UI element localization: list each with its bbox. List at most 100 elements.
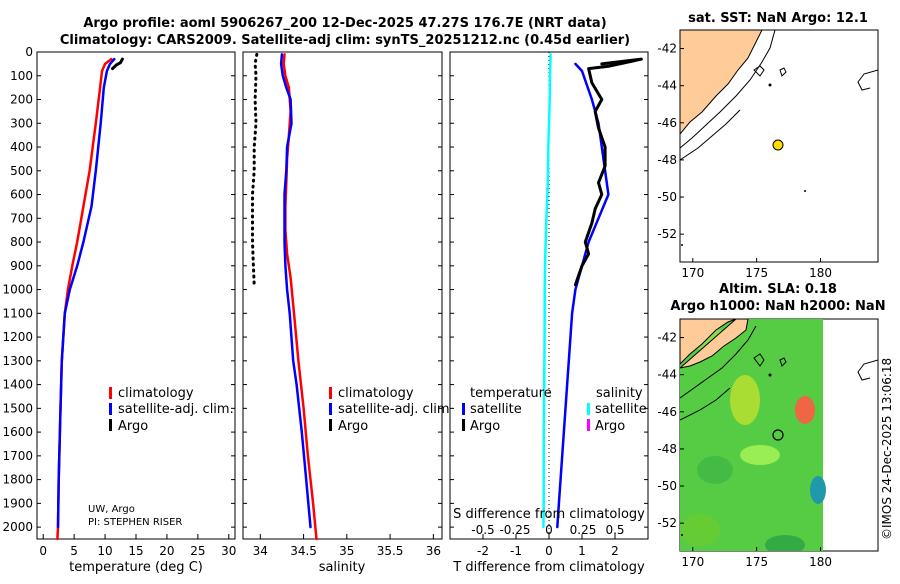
series-argo <box>251 52 259 287</box>
series-temperature-satellite <box>556 62 610 529</box>
depth-tick-label: 1700 <box>2 449 33 463</box>
legend-temperature-title: temperature <box>470 386 552 401</box>
x-tick-label: 5 <box>70 544 78 558</box>
legend-swatch-satellite-adj <box>109 403 112 415</box>
sla-island-1 <box>753 353 765 367</box>
main-title-line1: Argo profile: aoml 5906267_200 12-Dec-20… <box>83 16 606 31</box>
x-tick-label: 34 <box>253 544 268 558</box>
difference-legend: temperature satellite Argo salinity sate… <box>462 386 647 434</box>
sal-legend-satellite-adj: satellite-adj. clim. <box>338 402 454 417</box>
sst-dot-2 <box>804 190 806 192</box>
map-lat-label: -50 <box>657 479 677 493</box>
x-tick-label: 1 <box>578 544 586 558</box>
x-tick-label: 35 <box>339 544 354 558</box>
series-satellite-adj-clim- <box>56 57 116 529</box>
legend-swatch-sal-satellite <box>587 403 590 415</box>
depth-tick-label: 1600 <box>2 425 33 439</box>
sal-legend-argo: Argo <box>338 419 368 434</box>
sst-contour-1 <box>680 30 776 149</box>
legend-swatch-climatology <box>109 387 112 399</box>
sla-land-new-zealand <box>680 319 737 365</box>
sal-diff-tick-label: 0.5 <box>605 523 624 537</box>
sst-coast-east <box>857 69 878 91</box>
temperature-lines <box>56 57 124 541</box>
sla-map-title-line1: Altim. SLA: 0.18 <box>719 282 837 297</box>
depth-tick-label: 1300 <box>2 354 33 368</box>
series-temperature-argo <box>573 57 643 287</box>
depth-tick-label: 800 <box>10 235 33 249</box>
depth-tick-label: 1400 <box>2 378 33 392</box>
series-salinity-satellite <box>542 53 552 529</box>
depth-tick-label: 300 <box>10 116 33 130</box>
sst-dot-3 <box>681 244 683 246</box>
temperature-legend: climatology satellite-adj. clim. Argo <box>109 386 234 434</box>
salinity-panel: 34 34.5 35 35.5 36 salinity climatology sate… <box>242 51 454 575</box>
main-title-line2: Climatology: CARS2009. Satellite-adj cli… <box>60 33 630 48</box>
salinity-axis: 34 34.5 35 35.5 36 <box>243 51 442 558</box>
sal-legend-climatology: climatology <box>338 386 414 401</box>
map-lat-label: -48 <box>657 153 677 167</box>
x-tick-label: 30 <box>221 544 236 558</box>
sla-coast-east <box>857 359 878 381</box>
sst-argo-location-marker <box>772 139 784 151</box>
map-lon-label: 180 <box>809 555 832 569</box>
legend-swatch-temp-argo <box>462 419 465 431</box>
depth-tick-label: 2000 <box>2 520 33 534</box>
x-tick-label: 36 <box>426 544 441 558</box>
map-lat-label: -50 <box>657 190 677 204</box>
x-tick-label: 10 <box>97 544 112 558</box>
depth-tick-label: 700 <box>10 211 33 225</box>
series-argo <box>111 57 124 71</box>
difference-lines <box>542 52 643 539</box>
sla-blob-7 <box>765 535 805 551</box>
legend-swatch-sal-argo <box>587 419 590 431</box>
sla-map-title-line2: Argo h1000: NaN h2000: NaN <box>670 299 885 314</box>
imos-stamp: ©IMOS 24-Dec-2025 13:06:18 <box>880 358 894 540</box>
depth-tick-label: 100 <box>10 69 33 83</box>
x-tick-label: -2 <box>477 544 489 558</box>
map-lat-label: -46 <box>657 116 677 130</box>
map-lon-label: 175 <box>745 266 768 280</box>
difference-axis: -2 -1 0 1 2 <box>450 51 648 558</box>
map-lon-label: 180 <box>809 266 832 280</box>
sal-legend-swatch-satellite-adj <box>329 403 332 415</box>
sla-blob-4 <box>740 445 780 465</box>
series-satellite-adj-clim- <box>279 53 312 529</box>
x-tick-label: 20 <box>159 544 174 558</box>
sla-land-east-coast <box>680 319 749 369</box>
sal-diff-tick-label: 0 <box>545 523 553 537</box>
map-lat-label: -44 <box>657 368 677 382</box>
x-tick-label: 0 <box>39 544 47 558</box>
legend-swatch-argo <box>109 419 112 431</box>
legend-climatology: climatology <box>118 386 194 401</box>
legend-salinity-title: salinity <box>596 386 643 401</box>
map-lat-label: -52 <box>657 516 677 530</box>
sst-dot-1 <box>768 83 772 87</box>
legend-argo: Argo <box>118 419 148 434</box>
temperature-panel: 0100200300400500600700800900100011001200… <box>2 45 236 575</box>
sal-diff-tick-label: 0.25 <box>570 523 597 537</box>
credit-line1: UW, Argo <box>88 504 135 515</box>
depth-tick-label: 400 <box>10 140 33 154</box>
difference-panel: -2 -1 0 1 2 T difference from climatology S … <box>449 51 649 575</box>
salinity-lines <box>251 52 318 541</box>
legend-sal-argo: Argo <box>595 419 625 434</box>
sla-blob-5 <box>697 456 733 484</box>
sal-legend-swatch-argo <box>329 419 332 431</box>
sst-map-axes: 170 175 180 -42 -44 -46 -48 -50 -52 <box>657 42 832 280</box>
map-lat-label: -46 <box>657 405 677 419</box>
map-lon-label: 170 <box>681 266 704 280</box>
depth-tick-label: 600 <box>10 188 33 202</box>
sla-island-2 <box>779 357 787 367</box>
depth-tick-label: 200 <box>10 93 33 107</box>
x-tick-label: -1 <box>510 544 522 558</box>
sla-contour-2 <box>680 387 731 421</box>
sst-contour-2 <box>680 109 741 161</box>
depth-axis: 0 100 200 300 400 500 600 700 800 900 1000 1100 1200… <box>2 45 235 534</box>
sal-legend-swatch-climatology <box>329 387 332 399</box>
depth-tick-label: 1800 <box>2 473 33 487</box>
x-tick-label: 25 <box>190 544 205 558</box>
sla-argo-location-marker <box>772 429 784 441</box>
sla-blob-2 <box>730 375 760 425</box>
